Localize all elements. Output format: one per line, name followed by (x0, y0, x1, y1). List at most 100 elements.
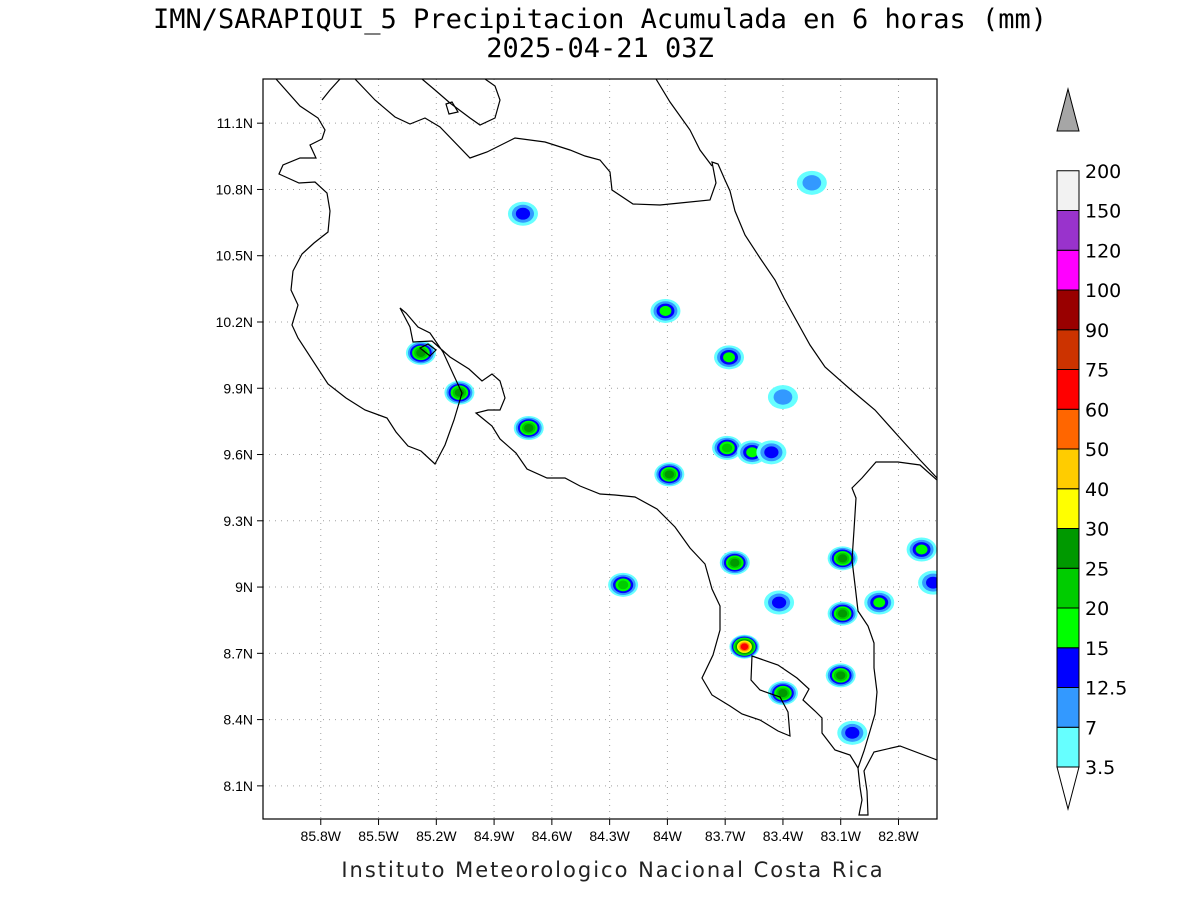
precip-cell (513, 416, 544, 441)
precip-cell (837, 720, 868, 745)
colorbar-low-arrow (1056, 766, 1080, 811)
footer-credit: Instituto Meteorologico Nacional Costa R… (341, 858, 884, 882)
precip-contour (515, 207, 531, 220)
lon-tick-label: 82.8W (878, 828, 919, 844)
plot-frame (262, 78, 938, 820)
axis-ticks: 85.8W 85.5W 85.2W 84.9W 84.6W 84.3W 84W 83.7W 83… (216, 115, 920, 844)
precip-cell (767, 385, 798, 410)
colorbar-swatch (1056, 210, 1080, 251)
precip-contour (746, 447, 759, 458)
colorbar-label: 90 (1085, 320, 1109, 342)
precip-contour (454, 388, 465, 397)
colorbar-label: 150 (1085, 201, 1121, 223)
colorbar-swatch (1056, 607, 1080, 649)
precip-cell (796, 170, 827, 195)
colorbar-high-arrow (1056, 87, 1080, 132)
lat-tick-label: 9.9N (223, 380, 253, 396)
precip-contour (721, 443, 733, 453)
precip-contour (802, 175, 822, 191)
colorbar-label: 7 (1085, 717, 1097, 739)
precip-contour (730, 558, 740, 567)
precip-cell (825, 663, 856, 688)
lat-tick-label: 10.8N (216, 181, 253, 197)
precip-contour (659, 305, 672, 316)
colorbar-label: 20 (1085, 598, 1109, 620)
lon-tick-label: 83.4W (763, 828, 804, 844)
map-subtitle: 2025-04-21 03Z (486, 33, 714, 64)
precip-contour (837, 554, 848, 563)
precip-cell (906, 537, 937, 562)
colorbar-swatch (1056, 170, 1080, 211)
precip-contour (617, 580, 629, 590)
colorbar-label: 50 (1085, 439, 1109, 461)
colorbar-label: 60 (1085, 399, 1109, 421)
precip-contour (771, 596, 787, 609)
lat-tick-label: 9.3N (223, 513, 253, 529)
precip-cell (405, 340, 436, 365)
colorbar-label: 120 (1085, 240, 1121, 262)
colorbar-swatch (1056, 488, 1080, 529)
colorbar-label: 75 (1085, 360, 1109, 382)
colorbar-legend: 3.5 7 12.5 15 20 25 30 40 50 60 75 90 100 120 150 200 (1056, 87, 1127, 811)
precip-cell (918, 570, 937, 595)
precip-cell (864, 590, 895, 615)
colorbar-swatch (1056, 687, 1080, 728)
colorbar-label: 200 (1085, 161, 1121, 183)
colorbar-label: 15 (1085, 638, 1109, 660)
precip-contour (845, 726, 860, 739)
precip-contour (837, 609, 848, 618)
precip-cell (729, 634, 760, 659)
precip-cell (719, 550, 750, 575)
lat-tick-label: 10.2N (216, 314, 253, 330)
precip-contour (664, 470, 675, 479)
lat-tick-label: 11.1N (217, 115, 253, 131)
precip-contour (836, 671, 846, 680)
precip-cell (654, 462, 685, 487)
colorbar-label: 25 (1085, 558, 1109, 580)
precip-cell (444, 380, 475, 405)
colorbar-swatch (1056, 528, 1080, 569)
precip-contour (915, 544, 928, 555)
colorbar-swatch (1056, 567, 1080, 609)
colorbar-swatch (1056, 448, 1080, 490)
lon-tick-label: 84W (653, 828, 683, 844)
colorbar-label: 100 (1085, 280, 1121, 302)
precip-contour (773, 389, 793, 405)
lon-tick-label: 85.8W (301, 828, 342, 844)
lon-tick-label: 84.9W (474, 828, 515, 844)
precip-cell (764, 590, 795, 615)
precip-contour (873, 597, 886, 608)
colorbar-label: 40 (1085, 479, 1109, 501)
lat-tick-label: 10.5N (216, 248, 253, 264)
lon-tick-label: 85.5W (358, 828, 399, 844)
precip-contour (926, 576, 937, 589)
colorbar-label: 12.5 (1085, 678, 1127, 700)
precip-cell (756, 440, 787, 465)
colorbar-swatch (1056, 289, 1080, 331)
colorbar-swatch (1056, 329, 1080, 370)
colorbar-swatch (1056, 726, 1080, 768)
precip-contour (740, 643, 749, 650)
precip-cell (650, 298, 681, 323)
lat-tick-label: 8.4N (223, 712, 253, 728)
colorbar-swatch (1056, 369, 1080, 410)
precip-cell (608, 572, 639, 597)
coastline (275, 79, 937, 816)
lon-tick-label: 85.2W (416, 828, 457, 844)
precip-cell (767, 681, 798, 706)
colorbar-label: 30 (1085, 519, 1109, 541)
lon-tick-label: 84.3W (589, 828, 630, 844)
colorbar-label: 3.5 (1085, 757, 1115, 779)
precip-cell (714, 345, 745, 370)
precip-field (405, 170, 937, 745)
precip-contour (723, 352, 735, 363)
lat-tick-label: 8.1N (223, 778, 253, 794)
precip-contour (778, 689, 788, 698)
lon-tick-label: 83.7W (705, 828, 746, 844)
precip-cell (507, 201, 538, 226)
lon-tick-label: 83.1W (820, 828, 861, 844)
lat-tick-label: 9.6N (223, 447, 253, 463)
lat-tick-label: 9N (235, 579, 253, 595)
lat-tick-label: 8.7N (223, 645, 253, 661)
